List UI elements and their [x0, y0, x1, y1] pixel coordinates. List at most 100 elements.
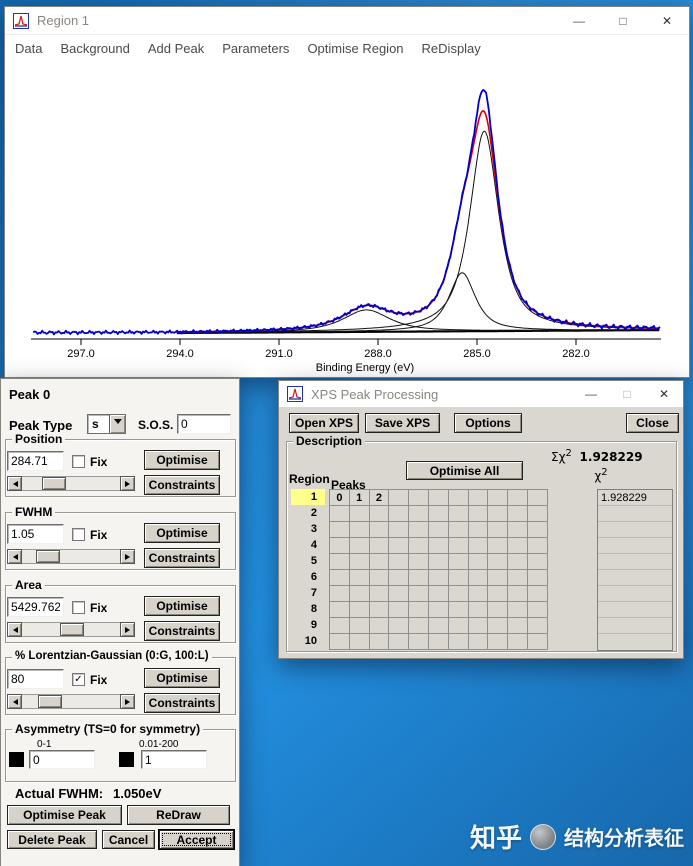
options-button[interactable]: Options: [454, 413, 522, 433]
scroll-right-button[interactable]: [120, 476, 135, 491]
peak-grid-cell[interactable]: [409, 506, 429, 522]
menu-parameters[interactable]: Parameters: [222, 40, 290, 56]
region-number-10[interactable]: 10: [304, 635, 317, 647]
peak-grid-cell[interactable]: [448, 618, 469, 634]
peak-grid-cell[interactable]: [527, 490, 548, 506]
region-number-3[interactable]: 3: [310, 523, 317, 535]
peak-grid-cell[interactable]: [508, 570, 528, 586]
peak-grid-cell[interactable]: [369, 634, 390, 650]
peak-grid-cell[interactable]: [448, 490, 469, 506]
peak-grid-cell[interactable]: [468, 570, 489, 586]
peak-grid-cell[interactable]: [330, 586, 350, 602]
peak-grid-cell[interactable]: [428, 570, 449, 586]
peak-grid-cell[interactable]: [389, 522, 410, 538]
peak-grid-cell[interactable]: [369, 506, 390, 522]
area-optimise-button[interactable]: Optimise: [144, 596, 220, 616]
position-constraints-button[interactable]: Constraints: [144, 475, 220, 495]
peak-grid-cell[interactable]: [369, 586, 390, 602]
peak-grid-cell[interactable]: [468, 538, 489, 554]
position-scrollbar[interactable]: [7, 476, 135, 491]
peak-grid-cell[interactable]: [389, 554, 410, 570]
peak-grid-cell[interactable]: [349, 602, 370, 618]
peak-grid-cell[interactable]: [468, 506, 489, 522]
peak-grid-cell[interactable]: [409, 586, 429, 602]
peak-grid-cell[interactable]: [428, 490, 449, 506]
peak-grid-cell[interactable]: [349, 570, 370, 586]
optimise-peak-button[interactable]: Optimise Peak: [7, 805, 122, 825]
peak-grid-cell[interactable]: [488, 618, 509, 634]
peak-grid-cell[interactable]: [468, 634, 489, 650]
fwhm-constraints-button[interactable]: Constraints: [144, 548, 220, 568]
asymmetry-right-input[interactable]: [141, 750, 207, 769]
maximize-button[interactable]: □: [623, 387, 631, 401]
peak-grid-cell[interactable]: [508, 554, 528, 570]
peak-grid-cell[interactable]: [448, 602, 469, 618]
maximize-button[interactable]: □: [619, 13, 627, 28]
scroll-left-button[interactable]: [7, 476, 22, 491]
area-value-input[interactable]: [7, 597, 64, 617]
peak-grid-cell[interactable]: [488, 522, 509, 538]
peak-grid-cell[interactable]: [389, 570, 410, 586]
scrollbar-thumb[interactable]: [42, 477, 66, 490]
peak-grid-cell[interactable]: [369, 538, 390, 554]
region-number-5[interactable]: 5: [310, 555, 317, 567]
peak-grid-cell[interactable]: [369, 618, 390, 634]
peak-grid-cell[interactable]: [409, 490, 429, 506]
lg-fix-checkbox[interactable]: ✓: [72, 673, 85, 686]
peak-grid-cell[interactable]: [409, 522, 429, 538]
peak-grid-cell[interactable]: [428, 538, 449, 554]
cancel-button[interactable]: Cancel: [102, 830, 155, 849]
peak-grid-cell[interactable]: [508, 522, 528, 538]
peak-grid-cell[interactable]: [468, 618, 489, 634]
peak-grid-cell[interactable]: [527, 522, 548, 538]
position-fix-checkbox[interactable]: [72, 455, 85, 468]
peak-grid-cell[interactable]: [330, 570, 350, 586]
fwhm-scrollbar[interactable]: [7, 549, 135, 564]
peak-grid-cell[interactable]: [448, 586, 469, 602]
area-fix-checkbox[interactable]: [72, 601, 85, 614]
peak-grid-cell[interactable]: [527, 506, 548, 522]
region-number-6[interactable]: 6: [310, 571, 317, 583]
open-xps-button[interactable]: Open XPS: [289, 413, 359, 433]
peak-grid-cell[interactable]: [349, 554, 370, 570]
scrollbar-thumb[interactable]: [60, 623, 84, 636]
peak-grid-cell[interactable]: [508, 618, 528, 634]
peak-grid-cell[interactable]: [428, 554, 449, 570]
peak-grid-cell[interactable]: [330, 618, 350, 634]
position-value-input[interactable]: [7, 451, 64, 471]
peak-grid-cell[interactable]: [330, 602, 350, 618]
peak-grid-cell[interactable]: [508, 506, 528, 522]
peak-grid-cell[interactable]: [409, 554, 429, 570]
peak-grid-cell[interactable]: [488, 634, 509, 650]
scrollbar-thumb[interactable]: [38, 695, 62, 708]
peak-grid-cell[interactable]: [508, 490, 528, 506]
peak-grid-cell[interactable]: [468, 554, 489, 570]
delete-peak-button[interactable]: Delete Peak: [7, 830, 97, 849]
peak-grid-cell[interactable]: [527, 586, 548, 602]
region-number-8[interactable]: 8: [310, 603, 317, 615]
peak-grid-cell[interactable]: [468, 602, 489, 618]
peak-grid-cell[interactable]: [349, 634, 370, 650]
peak-grid-cell[interactable]: [369, 602, 390, 618]
peak-grid-cell[interactable]: [508, 602, 528, 618]
peak-grid-cell[interactable]: 0: [330, 490, 350, 506]
minimize-button[interactable]: —: [573, 13, 585, 28]
peak-grid-cell[interactable]: [330, 634, 350, 650]
close-xps-button[interactable]: Close: [626, 413, 679, 433]
asymmetry-swatch-right[interactable]: [119, 752, 134, 767]
area-constraints-button[interactable]: Constraints: [144, 621, 220, 641]
peak-grid-cell[interactable]: [409, 538, 429, 554]
peak-grid-cell[interactable]: [349, 586, 370, 602]
sos-input[interactable]: [177, 414, 231, 434]
peak-grid-cell[interactable]: [527, 538, 548, 554]
save-xps-button[interactable]: Save XPS: [365, 413, 440, 433]
peak-grid-cell[interactable]: [527, 570, 548, 586]
region-number-7[interactable]: 7: [310, 587, 317, 599]
menu-data[interactable]: Data: [15, 40, 43, 56]
region-number-9[interactable]: 9: [310, 619, 317, 631]
scrollbar-track[interactable]: [22, 694, 120, 709]
asymmetry-left-input[interactable]: [29, 750, 95, 769]
scrollbar-track[interactable]: [22, 549, 120, 564]
peak-grid-cell[interactable]: [527, 602, 548, 618]
optimise-all-button[interactable]: Optimise All: [406, 461, 523, 480]
